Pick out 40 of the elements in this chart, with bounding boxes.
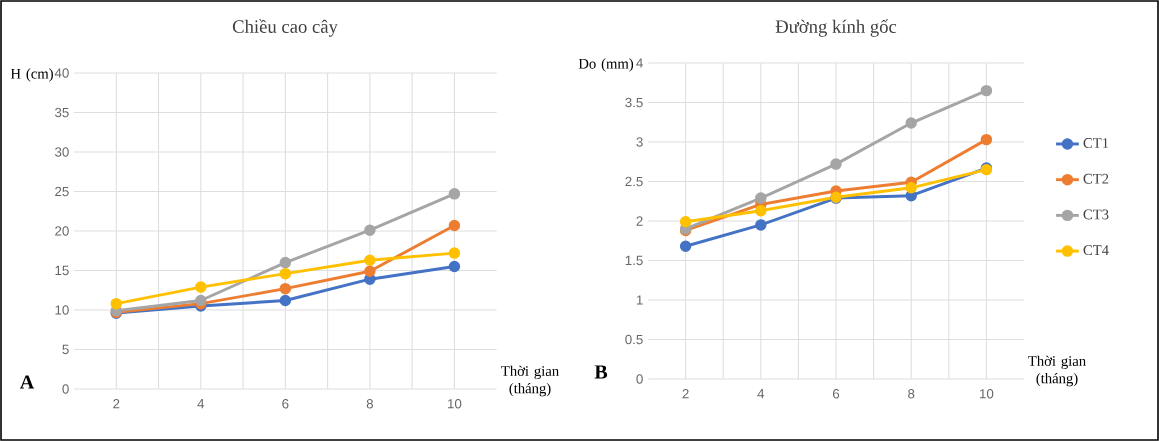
y-tick-label: 35 xyxy=(54,107,69,118)
x-tick-label: 6 xyxy=(282,399,289,409)
y-tick-label: 1.5 xyxy=(625,255,643,266)
y-tick-label: 25 xyxy=(55,186,69,197)
y-tick-label: 3.5 xyxy=(625,97,643,108)
y-tick-label: 20 xyxy=(55,226,69,236)
y-axis-title: Do (mm) xyxy=(578,58,634,72)
y-tick-label: 10 xyxy=(55,305,69,315)
y-tick-label: 0.5 xyxy=(625,334,643,345)
x-tick-label: 10 xyxy=(448,399,462,409)
y-tick-label: 4 xyxy=(636,58,643,68)
legend-label: CT3 xyxy=(1083,209,1109,220)
chart-title: Đường kính gốc xyxy=(775,19,897,37)
y-tick-label: 3 xyxy=(636,137,643,147)
x-tick-label: 6 xyxy=(832,389,840,399)
y-tick-label: 15 xyxy=(55,265,69,276)
x-tick-label: 4 xyxy=(757,389,765,399)
y-tick-label: 30 xyxy=(54,147,69,157)
x-tick-label: 8 xyxy=(366,399,374,409)
y-tick-label: 0 xyxy=(62,384,69,394)
text: A xyxy=(19,375,35,389)
x-tick-label: 8 xyxy=(908,389,915,399)
x-axis-title: Thời gian (tháng) xyxy=(1028,355,1086,387)
x-tick-label: 2 xyxy=(682,389,689,399)
y-tick-label: 2 xyxy=(636,216,643,226)
legend-label: CT2 xyxy=(1083,173,1109,184)
legend-label: CT1 xyxy=(1083,138,1109,148)
y-tick-label: 1 xyxy=(636,295,643,305)
x-tick-label: 10 xyxy=(980,389,994,399)
x-tick-label: 4 xyxy=(197,399,205,409)
y-tick-label: 2.5 xyxy=(625,176,643,187)
legend-label: CT4 xyxy=(1083,245,1109,256)
x-axis-title: Thời gian (tháng) xyxy=(501,365,559,397)
y-tick-label: 5 xyxy=(62,344,69,355)
y-tick-label: 40 xyxy=(54,68,69,78)
y-axis-title: H (cm) xyxy=(10,68,53,82)
text: B xyxy=(594,365,608,379)
chart-title: Chiều cao cây xyxy=(232,19,338,37)
x-tick-label: 2 xyxy=(113,399,120,409)
y-tick-label: 0 xyxy=(636,374,643,384)
